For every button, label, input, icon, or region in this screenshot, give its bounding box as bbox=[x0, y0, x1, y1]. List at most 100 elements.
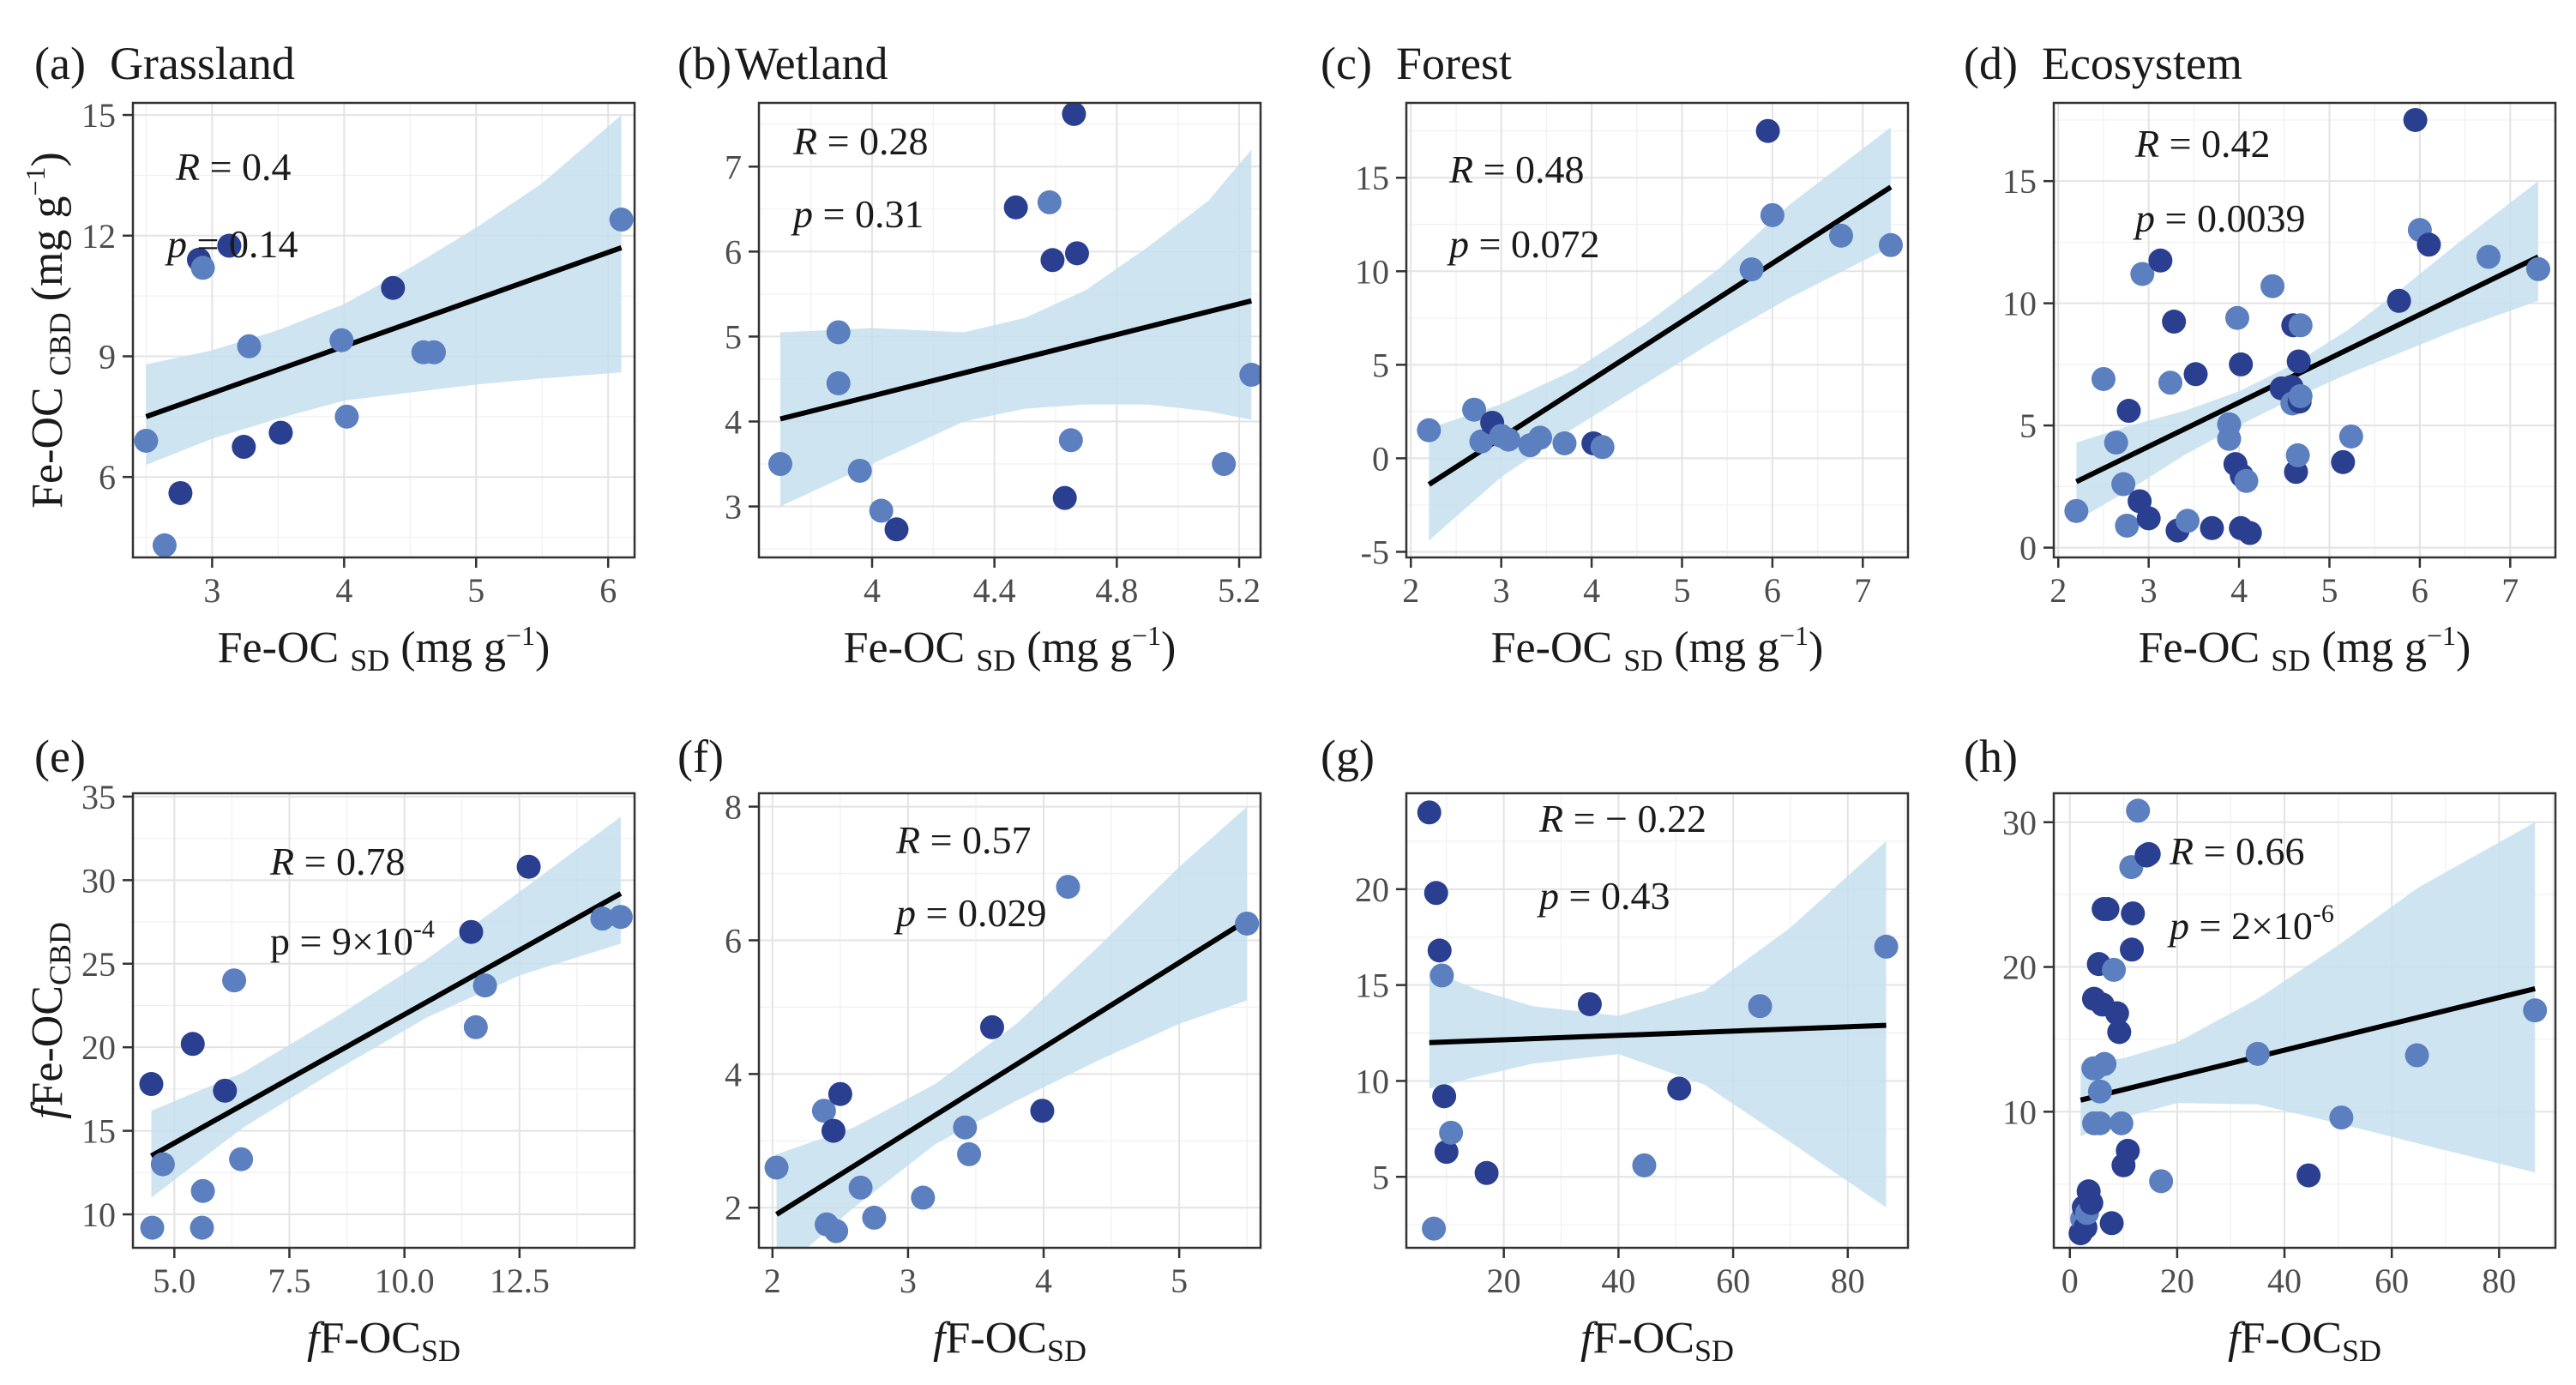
data-point bbox=[884, 517, 909, 542]
plot-border bbox=[2052, 792, 2557, 1250]
x-axis-label: Fe-OC SD (mg g−1) bbox=[2139, 620, 2471, 677]
x-axis-label: fF-OCSD bbox=[2228, 1314, 2381, 1368]
x-tick-label: 5 bbox=[467, 571, 485, 610]
data-point bbox=[1739, 257, 1764, 282]
data-point bbox=[516, 854, 541, 879]
points bbox=[2068, 798, 2548, 1246]
data-point bbox=[2338, 424, 2363, 449]
y-tick-label: 10 bbox=[2002, 1093, 2037, 1131]
x-tick-label: 0 bbox=[2061, 1262, 2079, 1300]
data-point bbox=[2477, 244, 2501, 269]
panel-c: 2 3 4 5 6 7 -5 0 5 10 15 (c) Forest R = 0.48 p = 0.072… bbox=[1321, 38, 1910, 677]
data-point bbox=[767, 452, 792, 477]
confidence-band bbox=[1429, 840, 1887, 1208]
data-point bbox=[2158, 370, 2182, 395]
x-tick-label: 2 bbox=[764, 1262, 781, 1300]
r-annotation: R = 0.66 bbox=[2169, 829, 2305, 873]
data-point bbox=[213, 1078, 238, 1103]
y-tick-label: 10 bbox=[81, 1195, 116, 1234]
y-tick-label: 5 bbox=[1372, 346, 1389, 384]
data-point bbox=[190, 256, 215, 280]
y-tick-label: -5 bbox=[1361, 533, 1389, 571]
y-tick-label: 5 bbox=[1372, 1158, 1389, 1196]
data-point bbox=[590, 906, 615, 931]
data-point bbox=[190, 1178, 215, 1203]
plot-border bbox=[131, 101, 636, 559]
data-point bbox=[848, 1175, 873, 1200]
x-tick-label: 4 bbox=[335, 571, 352, 610]
data-point bbox=[2523, 998, 2548, 1023]
y-tick-label: 15 bbox=[2002, 162, 2037, 201]
data-point bbox=[2224, 305, 2249, 330]
y-axis-label: Fe-OC CBD (mg g−1) bbox=[20, 152, 77, 509]
y-tick-label: 2 bbox=[725, 1189, 742, 1227]
y-tick-label: 30 bbox=[2002, 804, 2037, 842]
points bbox=[767, 103, 1261, 542]
x-tick-label: 20 bbox=[1487, 1262, 1521, 1300]
plot-border bbox=[1405, 792, 1910, 1250]
data-point bbox=[1052, 485, 1077, 510]
data-point bbox=[329, 328, 354, 352]
y-tick-label: 0 bbox=[1372, 439, 1389, 478]
data-point bbox=[2136, 506, 2161, 531]
confidence-band bbox=[2076, 181, 2538, 521]
data-point bbox=[2525, 256, 2550, 281]
y-tick-label: 10 bbox=[2002, 285, 2037, 323]
data-point bbox=[2136, 841, 2161, 866]
y-tick-label: 30 bbox=[81, 861, 116, 900]
data-point bbox=[168, 480, 193, 505]
data-point bbox=[2229, 352, 2254, 376]
data-point bbox=[472, 973, 497, 998]
x-axis-label: Fe-OC SD (mg g−1) bbox=[1491, 620, 1824, 677]
plot-border bbox=[757, 101, 1262, 559]
data-point bbox=[2237, 521, 2262, 545]
data-point bbox=[2116, 399, 2141, 424]
y-tick-label: 20 bbox=[2002, 948, 2037, 987]
panel-a: 3 4 5 6 6 9 12 15 (a) Grassland R = 0.4 p = 0.14 Fe-… bbox=[20, 38, 636, 677]
data-point bbox=[2217, 426, 2242, 451]
y-tick-label: 0 bbox=[2019, 529, 2037, 568]
x-tick-label: 7 bbox=[2501, 571, 2519, 610]
data-point bbox=[811, 1099, 836, 1123]
data-point bbox=[2079, 1190, 2104, 1215]
data-point bbox=[1056, 875, 1080, 900]
data-point bbox=[2109, 1111, 2134, 1135]
data-point bbox=[608, 905, 633, 930]
y-tick-label: 6 bbox=[725, 232, 742, 271]
data-point bbox=[2234, 468, 2259, 493]
y-tick-label: 20 bbox=[1355, 870, 1389, 909]
y-tick-label: 7 bbox=[725, 148, 742, 186]
x-axis-label: fF-OCSD bbox=[307, 1314, 460, 1368]
x-tick-label: 4 bbox=[1035, 1262, 1052, 1300]
x-tick-label: 4 bbox=[2230, 571, 2248, 610]
data-point bbox=[2107, 1020, 2132, 1045]
panel-title: (c) Forest bbox=[1321, 38, 1512, 89]
r-annotation: R = 0.57 bbox=[895, 818, 1032, 862]
x-tick-label: 7.5 bbox=[268, 1262, 310, 1300]
x-tick-label: 7 bbox=[1854, 571, 1871, 610]
p-annotation: p = 0.43 bbox=[1537, 874, 1670, 918]
x-tick-label: 5.0 bbox=[153, 1262, 196, 1300]
data-point bbox=[1427, 938, 1452, 963]
p-annotation: p = 2×10-6 bbox=[2167, 900, 2334, 948]
x-tick-label: 5 bbox=[1171, 1262, 1188, 1300]
x-tick-label: 3 bbox=[203, 571, 220, 610]
points bbox=[764, 875, 1260, 1243]
y-tick-label: 10 bbox=[1355, 1062, 1389, 1100]
data-point bbox=[1760, 202, 1785, 227]
data-point bbox=[463, 1015, 488, 1039]
data-point bbox=[1748, 994, 1773, 1019]
x-tick-label: 3 bbox=[900, 1262, 917, 1300]
data-point bbox=[2111, 472, 2136, 497]
y-tick-label: 20 bbox=[81, 1028, 116, 1067]
data-point bbox=[2102, 957, 2127, 982]
x-tick-label: 20 bbox=[2160, 1262, 2194, 1300]
panel-g: 20 40 60 80 5 10 15 20 (g) R = − 0.22 p = 0.43 fF-O… bbox=[1321, 731, 1910, 1368]
plot-border bbox=[1405, 101, 1910, 559]
r-annotation: R = 0.4 bbox=[175, 145, 292, 189]
data-point bbox=[847, 458, 872, 483]
data-point bbox=[826, 320, 851, 345]
data-point bbox=[824, 1219, 849, 1243]
confidence-band bbox=[776, 806, 1248, 1248]
